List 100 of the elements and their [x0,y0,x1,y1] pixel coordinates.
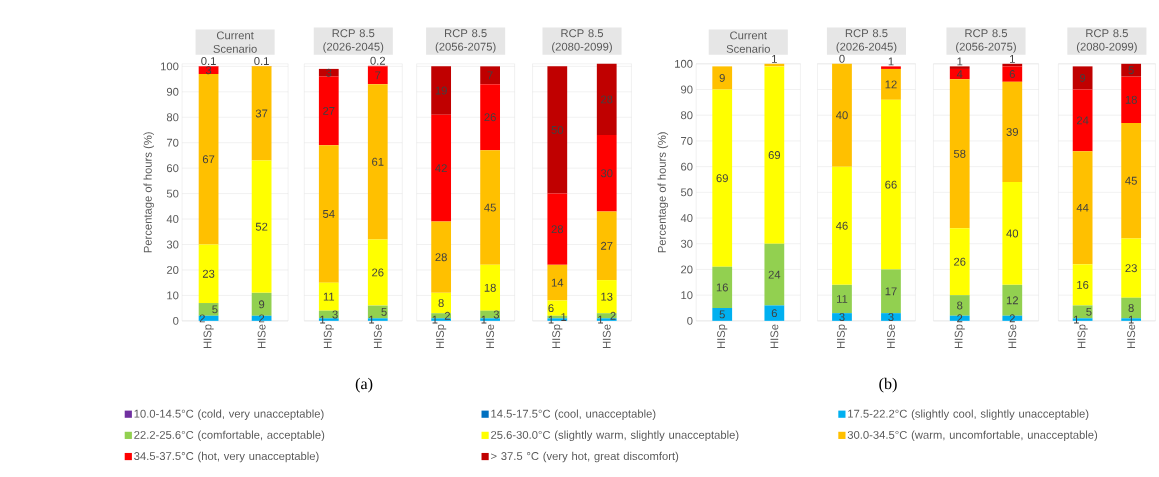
data-label: 6 [548,304,554,312]
y-tick-label: 10 [681,291,693,300]
chart-title: RCP 8.5 (2080-2099) [552,29,612,53]
data-label: 2 [957,314,963,323]
data-label: 19 [435,86,447,95]
data-label: 6 [1009,70,1015,78]
legend-label: 14.5-17.5°C (cool, unacceptable) [491,409,656,420]
data-label: 0.1 [201,56,216,65]
x-tick-label: HISe [486,324,495,348]
data-label: 27 [601,241,613,250]
y-tick-label: 30 [680,239,693,248]
data-label: 9 [719,73,725,82]
y-tick-label: 90 [166,87,179,96]
data-label: 12 [885,80,897,89]
data-label: 1 [561,313,567,321]
data-label: 46 [835,221,848,230]
data-label: 18 [1125,95,1137,104]
data-label: 27 [323,106,335,115]
data-label: 5 [212,305,218,314]
legend-label: 34.5-37.5°C (hot, very unacceptable) [134,451,319,463]
y-tick-label: 30 [166,240,179,249]
data-label: 7 [487,71,493,80]
y-axis-title: Percentage of hours (%) [657,132,669,253]
y-axis-title: Percentage of hours (%) [143,132,154,253]
chart-title: RCP 8.5 (2080-2099) [1076,29,1137,53]
data-label: 1 [888,57,894,66]
x-tick-label: HISp [323,324,334,348]
data-label: 42 [435,164,447,172]
data-label: 28 [601,95,613,104]
legend-label: > 37.5 °C (very hot, great discomfort) [491,451,679,463]
data-label: 30 [600,169,613,178]
data-label: 58 [953,149,966,158]
legend-label: 25.6-30.0°C (slightly warm, slightly unacceptable) [491,430,739,441]
x-tick-label: HISe [886,324,895,348]
x-tick-label: HISe [602,324,611,348]
y-tick-label: 70 [681,136,693,145]
data-label: 69 [716,174,728,183]
data-label: 8 [957,301,963,310]
data-label: 2 [1009,314,1015,323]
data-label: 16 [1077,280,1089,289]
data-label: 3 [493,310,500,319]
y-tick-label: 60 [681,162,693,171]
data-label: 67 [202,155,215,164]
data-label: 66 [885,180,897,189]
y-tick-label: 50 [166,189,179,198]
data-label: 23 [202,269,215,278]
data-label: 5 [719,310,725,319]
data-label: 11 [837,295,848,303]
data-label: 52 [255,222,268,231]
legend-label: 17.5-22.2°C (slightly cool, slightly unacceptable) [848,409,1089,420]
y-tick-label: 80 [680,111,693,120]
chart-title: RCP 8.5 (2056-2075) [956,29,1016,53]
x-tick-label: HISe [1127,324,1136,348]
y-tick-label: 10 [167,291,179,300]
y-tick-label: 0 [687,316,693,325]
x-tick-label: HISe [1008,324,1017,348]
y-tick-label: 20 [681,265,693,274]
data-label: 24 [768,270,781,279]
data-label: 0.2 [370,56,386,65]
data-label: 24 [1076,116,1089,125]
data-label: 26 [372,268,384,277]
data-label: 2 [199,314,205,323]
data-label: 1 [369,315,375,324]
data-label: 40 [1006,229,1019,238]
data-label: 18 [484,283,496,292]
y-tick-label: 20 [166,265,179,274]
x-tick-label: HISe [770,324,779,348]
data-label: 28 [551,225,564,234]
data-label: 1 [957,57,963,66]
data-label: 26 [484,113,496,122]
data-label: 3 [839,312,845,321]
data-label: 9 [1080,73,1086,82]
data-label: 2 [444,311,450,320]
data-label: 1 [1128,315,1134,324]
y-tick-label: 100 [161,62,179,71]
data-label: 23 [1125,264,1137,273]
data-label: 6 [771,309,777,318]
data-label: 5 [1086,307,1092,316]
data-label: 1 [1074,315,1079,324]
data-label: 61 [372,157,384,166]
y-tick-label: 50 [680,188,693,197]
x-tick-label: HISp [717,324,728,348]
chart-title: Current Scenario [213,31,257,53]
y-tick-label: 80 [166,113,179,122]
data-label: 26 [954,257,966,266]
chart-title: RCP 8.5 (2026-2045) [323,29,384,53]
data-label: 3 [332,310,338,319]
data-label: 13 [601,292,613,301]
data-label: 7 [375,71,381,80]
y-tick-label: 90 [681,85,693,94]
data-label: 1 [548,315,554,324]
data-label: 8 [1128,303,1134,312]
x-tick-label: HISp [836,324,848,348]
legend-label: 22.2-25.6°C (comfortable, acceptable) [134,430,325,441]
data-label: 1 [772,54,777,63]
chart-title: RCP 8.5 (2056-2075) [435,29,496,53]
y-tick-label: 70 [166,138,179,147]
legend-label: 10.0-14.5°C (cold, very unacceptable) [134,409,324,420]
x-tick-label: HISp [203,324,214,348]
data-label: 50 [551,125,564,134]
